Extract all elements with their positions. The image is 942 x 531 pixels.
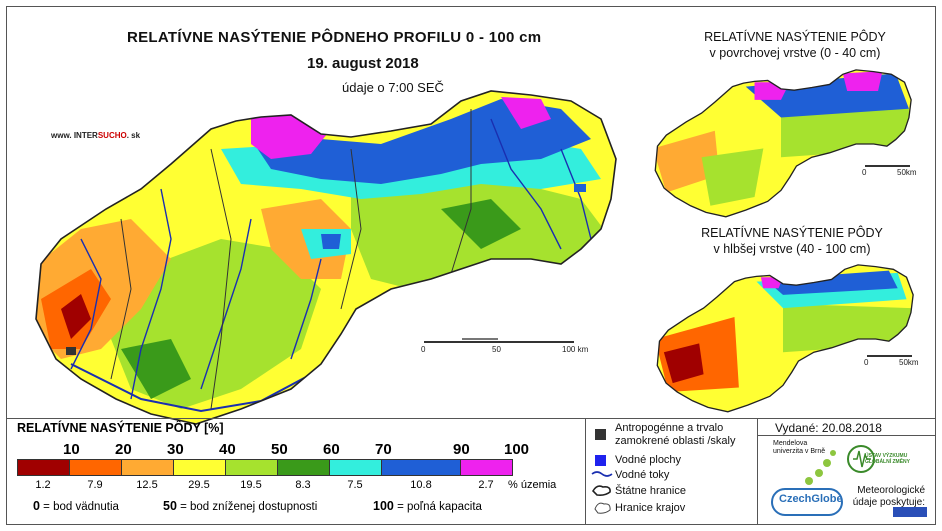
symbol-anthropogenic-label: Antropogénne a trvalo zamokrené oblasti … [615, 422, 736, 447]
legend-note-wilting: 0 = bod vädnutia [33, 499, 119, 513]
state-border-symbol-icon [592, 485, 611, 496]
map-time: údaje o 7:00 SEČ [342, 80, 444, 95]
legend-threshold: 60 [323, 441, 340, 458]
symbol-water-bodies-label: Vodné plochy [615, 454, 682, 466]
map-title: RELATÍVNE NASÝTENIE PÔDNEHO PROFILU 0 - … [127, 29, 542, 46]
czechglobe-logo [771, 488, 843, 516]
legend-class-bar [69, 459, 122, 476]
legend-separator [7, 418, 935, 419]
river-symbol-icon [591, 471, 613, 477]
legend-class-bar [173, 459, 226, 476]
main-scale-label-100: 100 km [562, 345, 589, 354]
mendel-dots-icon [805, 450, 836, 485]
legend-class-pct: 12.5 [136, 479, 158, 491]
legend-class-bar [17, 459, 70, 476]
color-legend: RELATÍVNE NASÝTENIE PÔDY [%] 10 20 30 40… [13, 419, 585, 521]
legend-class-bar [381, 459, 461, 476]
legend-class-pct: 8.3 [295, 479, 311, 491]
legend-class-pct: 7.5 [347, 479, 363, 491]
legend-pct-unit: % územia [508, 479, 557, 491]
ufa-logo-icon [847, 445, 875, 473]
legend-class-pct: 29.5 [188, 479, 210, 491]
legend-threshold: 70 [375, 441, 392, 458]
inset-top-title: RELATÍVNE NASÝTENIE PÔDY v povrchovej vrs… [704, 30, 886, 60]
legend-class-pct: 19.5 [240, 479, 262, 491]
legend-threshold: 100 [504, 441, 530, 458]
main-soil-moisture-map [35, 90, 617, 425]
surface-layer-inset-map [654, 69, 912, 218]
mendel-logo: Mendelova univerzita v Brně [773, 440, 826, 455]
region-border-symbol-icon [594, 502, 611, 514]
water-body-symbol-icon [595, 455, 606, 466]
legend-threshold: 30 [167, 441, 184, 458]
legend-class-pct: 7.9 [87, 479, 103, 491]
symbol-state-border-label: Štátne hranice [615, 485, 686, 497]
legend-class-pct: 2.7 [478, 479, 494, 491]
legend-threshold: 90 [453, 441, 470, 458]
main-scale-label-0: 0 [421, 345, 426, 354]
inset-bottom-title: RELATÍVNE NASÝTENIE PÔDY v hlbšej vrstve … [701, 226, 883, 256]
map-date: 19. august 2018 [307, 55, 419, 72]
legend-title: RELATÍVNE NASÝTENIE PÔDY [%] [17, 421, 224, 435]
symbol-rivers-label: Vodné toky [615, 469, 670, 481]
legend-threshold: 10 [63, 441, 80, 458]
issued-date: Vydané: 20.08.2018 [775, 421, 882, 435]
website-label: www. INTERSUCHO. sk [51, 131, 141, 140]
legend-note-reduced: 50 = bod zníženej dostupnosti [163, 499, 318, 513]
legend-class-bar [225, 459, 278, 476]
legend-class-bar [460, 459, 513, 476]
main-scale-label-50: 50 [492, 345, 501, 354]
deep-layer-inset-map [656, 264, 914, 413]
legend-threshold: 20 [115, 441, 132, 458]
legend-class-bar [329, 459, 382, 476]
legend-threshold: 50 [271, 441, 288, 458]
meteo-data-label: Meteorologické údaje poskytuje: [852, 485, 925, 508]
anthropogenic-symbol-icon [595, 429, 606, 440]
ufa-logo-text: ÚSTAV VÝZKUMU GLOBÁLNÍ ZMĚNY [865, 453, 910, 465]
symbol-regions-label: Hranice krajov [615, 502, 686, 514]
legend-class-bar [277, 459, 330, 476]
czechglobe-logo-text: CzechGlobe [779, 493, 843, 505]
inset-bottom-scale-bar [867, 355, 912, 357]
legend-class-bar [121, 459, 174, 476]
chmi-logo [893, 507, 927, 517]
inset-top-scale-bar [865, 165, 910, 167]
main-scale-bar [424, 341, 574, 343]
legend-note-capacity: 100 = poľná kapacita [373, 499, 482, 513]
map-frame: RELATÍVNE NASÝTENIE PÔDNEHO PROFILU 0 - … [6, 6, 936, 525]
legend-class-pct: 10.8 [410, 479, 432, 491]
legend-threshold: 40 [219, 441, 236, 458]
legend-class-pct: 1.2 [35, 479, 51, 491]
